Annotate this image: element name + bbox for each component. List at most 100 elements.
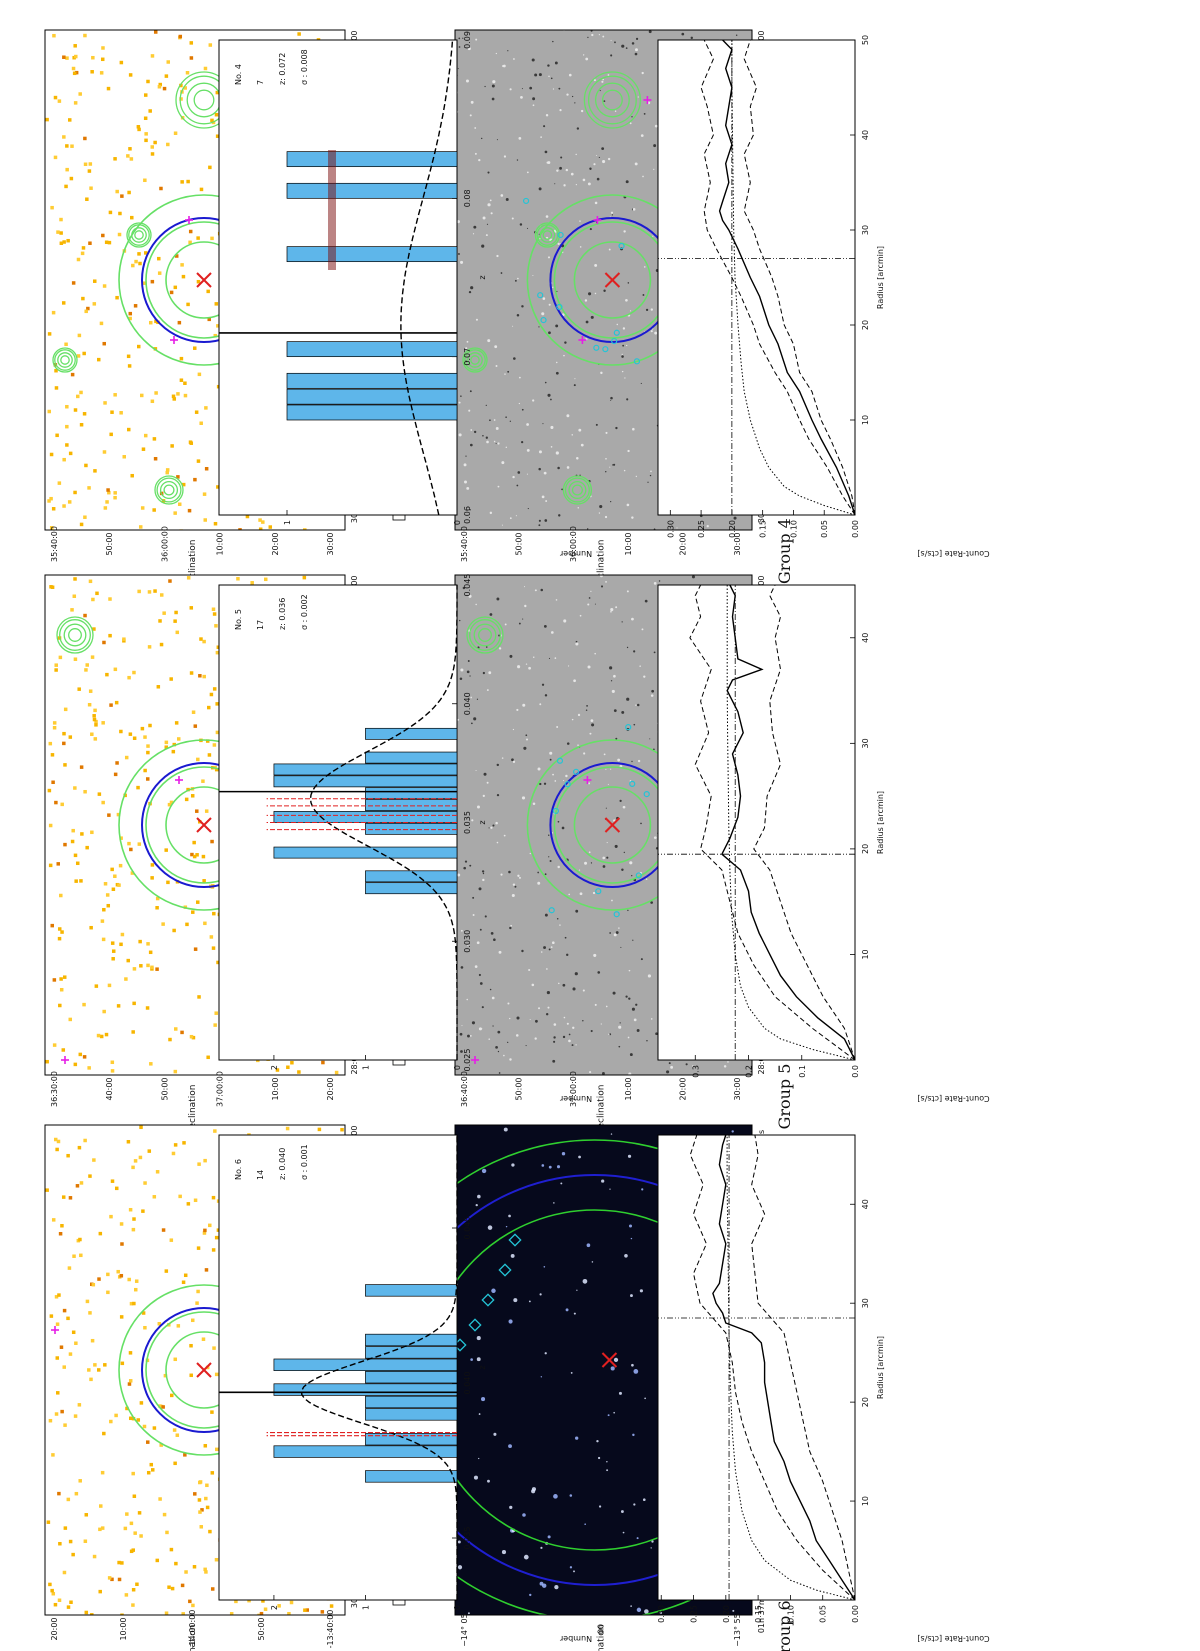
photon-pixel: [100, 1470, 105, 1475]
star: [503, 1054, 505, 1057]
photon-pixel: [127, 427, 131, 432]
star: [566, 414, 570, 418]
photon-pixel: [210, 1587, 215, 1591]
photon-pixel: [128, 311, 133, 316]
star: [457, 873, 461, 877]
photon-pixel: [205, 1483, 209, 1488]
star: [617, 758, 621, 762]
photon-pixel: [136, 125, 141, 129]
member-galaxy: [613, 911, 620, 918]
star: [585, 320, 589, 324]
star: [550, 946, 553, 949]
photon-pixel: [138, 939, 142, 944]
star: [486, 223, 489, 225]
star: [563, 619, 567, 623]
photon-pixel: [62, 504, 66, 508]
star: [575, 153, 577, 156]
photon-pixel: [263, 1607, 268, 1611]
x-tick-label: 0.030: [463, 930, 472, 953]
star: [587, 665, 591, 669]
star: [579, 892, 583, 896]
photon-pixel: [64, 184, 68, 189]
photon-pixel: [178, 1194, 182, 1199]
contour-ring: [131, 227, 147, 243]
star: [517, 277, 519, 280]
photon-pixel: [204, 406, 208, 410]
x-tick-label: 0.040: [463, 692, 472, 715]
photon-pixel: [54, 1412, 59, 1416]
photon-pixel: [153, 140, 157, 145]
star: [603, 100, 606, 103]
star: [606, 1469, 609, 1472]
star: [493, 1432, 497, 1436]
star: [602, 856, 606, 860]
star: [487, 1479, 490, 1483]
photon-pixel: [142, 1424, 147, 1429]
histogram-bar: [365, 1371, 458, 1384]
photon-pixel: [89, 925, 93, 930]
star: [605, 581, 607, 583]
star: [528, 968, 531, 972]
star: [553, 1494, 558, 1499]
star: [627, 282, 630, 284]
photon-pixel: [86, 306, 90, 311]
photon-pixel: [115, 761, 119, 765]
star: [563, 354, 565, 357]
star: [594, 603, 596, 605]
star: [531, 983, 535, 987]
photon-pixel: [120, 1561, 124, 1565]
star: [579, 614, 582, 617]
photon-pixel: [258, 518, 262, 522]
star: [630, 1237, 633, 1240]
photon-pixel: [203, 1158, 207, 1163]
star: [498, 950, 502, 954]
photon-pixel: [113, 491, 117, 495]
photon-pixel: [93, 279, 97, 283]
star: [625, 298, 628, 302]
star: [548, 834, 550, 836]
photon-pixel: [93, 469, 97, 473]
photon-pixel: [119, 60, 124, 65]
star: [552, 40, 554, 43]
photon-pixel: [194, 410, 199, 414]
star: [610, 610, 612, 613]
photon-pixel: [188, 1599, 192, 1604]
photon-pixel: [156, 685, 161, 689]
y-axis-label: Number: [559, 549, 592, 558]
star: [482, 434, 484, 437]
star: [497, 485, 500, 488]
star: [612, 991, 616, 995]
star: [732, 1609, 735, 1612]
contour-ring: [470, 355, 480, 365]
photon-pixel: [147, 590, 152, 594]
star: [587, 36, 589, 39]
photon-pixel: [175, 630, 180, 635]
dec-tick-label: 30:00: [733, 532, 742, 555]
star: [550, 425, 554, 429]
star: [544, 694, 548, 697]
star: [621, 353, 623, 356]
star: [635, 475, 637, 478]
star: [598, 512, 601, 514]
photon-pixel: [66, 1316, 70, 1321]
star: [575, 642, 579, 646]
photon-pixel: [94, 719, 98, 724]
star: [480, 137, 483, 140]
photon-pixel: [82, 351, 86, 356]
photon-pixel: [73, 1414, 78, 1418]
star: [635, 37, 639, 40]
star: [653, 168, 655, 170]
star: [532, 399, 535, 402]
star: [465, 455, 467, 457]
photon-pixel: [71, 66, 76, 71]
photon-pixel: [58, 1003, 62, 1008]
star: [519, 876, 521, 879]
photon-pixel: [108, 597, 112, 601]
photon-pixel: [174, 610, 178, 615]
star: [507, 370, 510, 373]
photon-pixel: [73, 657, 78, 661]
photon-pixel: [77, 333, 82, 338]
photon-pixel: [213, 521, 218, 526]
star: [554, 1584, 559, 1590]
star: [727, 1061, 729, 1063]
